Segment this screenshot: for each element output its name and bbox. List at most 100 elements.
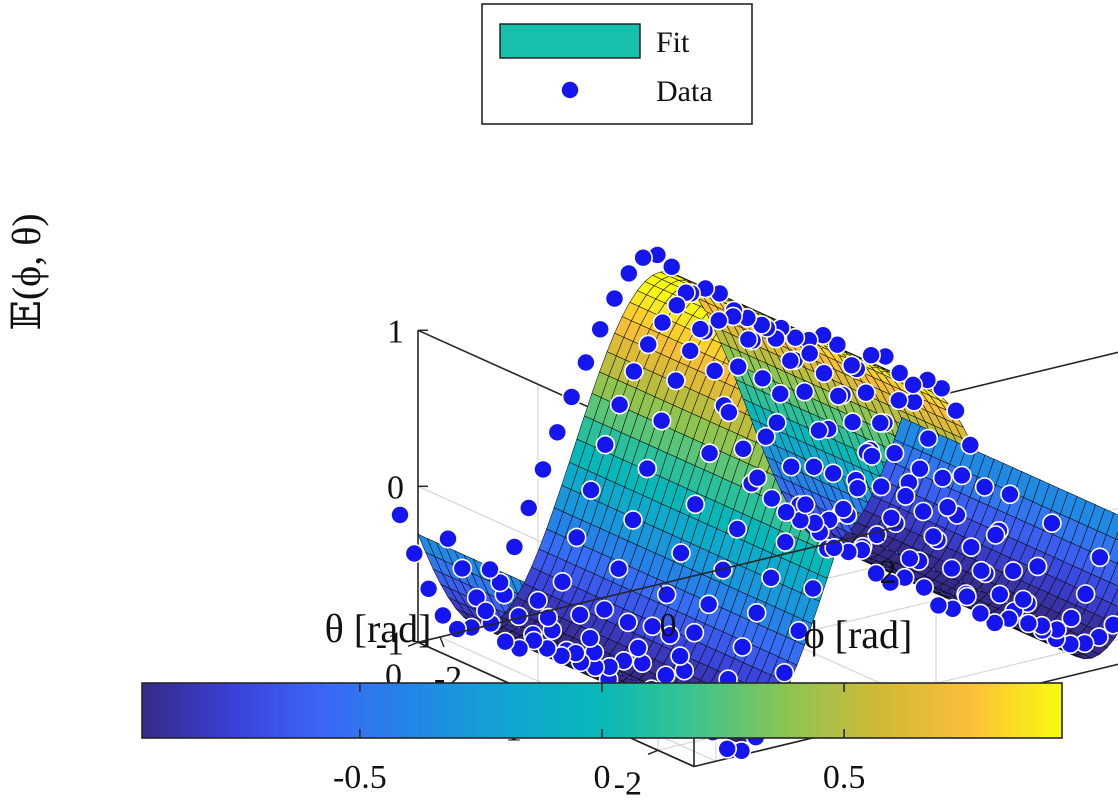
colorbar-gradient [141, 682, 1063, 739]
z-tick-label: 1 [387, 313, 404, 350]
data-point [871, 476, 892, 497]
data-point [633, 247, 653, 268]
data-point [841, 355, 862, 376]
data-point [655, 665, 676, 686]
data-point [656, 584, 677, 605]
data-point [828, 386, 849, 406]
phi-tick [439, 636, 445, 648]
data-point [756, 426, 776, 447]
data-point [888, 390, 909, 411]
data-point [637, 458, 658, 479]
data-point [594, 599, 615, 620]
data-point [495, 631, 516, 652]
data-point [666, 295, 687, 316]
data-point [899, 548, 920, 569]
data-point [698, 594, 719, 615]
data-point [661, 256, 682, 277]
colorbar: -0.5 0 0.5 [141, 682, 1063, 796]
data-point [1061, 608, 1082, 628]
data-point [561, 387, 582, 407]
theta-tick-label: -2 [614, 765, 642, 798]
data-point [941, 558, 962, 579]
data-point [923, 526, 944, 547]
data-point [628, 638, 648, 658]
data-point [732, 637, 753, 657]
data-point [666, 370, 686, 391]
data-point [776, 502, 796, 523]
data-point [814, 363, 834, 384]
z-axis-label: 𝔼(ϕ, θ) [4, 213, 49, 330]
data-point [533, 459, 553, 480]
data-point [642, 616, 663, 637]
data-point [961, 537, 982, 558]
data-point [870, 413, 891, 433]
legend: Fit Data [481, 3, 753, 125]
data-point [1027, 556, 1048, 577]
data-point [604, 288, 625, 309]
data-point [960, 435, 981, 455]
data-point [618, 612, 638, 633]
data-point [447, 619, 468, 639]
theta-tick [407, 641, 419, 647]
data-point [566, 527, 587, 548]
data-point [618, 263, 639, 284]
data-point [418, 578, 439, 599]
data-point [799, 343, 820, 364]
data-point [719, 402, 739, 423]
data-point [728, 356, 749, 377]
data-point [504, 537, 525, 557]
data-point [727, 519, 748, 539]
data-point [480, 559, 500, 580]
data-point [856, 382, 876, 403]
phi-tick-label: 0 [660, 607, 677, 644]
data-point [518, 498, 539, 518]
data-point [866, 563, 886, 584]
data-point [713, 559, 733, 580]
colorbar-tick-label: -0.5 [333, 759, 387, 796]
data-point [1003, 561, 1024, 581]
legend-fit-label: Fit [656, 26, 690, 59]
data-point [946, 400, 966, 421]
data-point [770, 383, 791, 404]
data-point [547, 422, 568, 443]
data-point [781, 456, 802, 477]
data-point [576, 352, 596, 373]
data-point [932, 468, 953, 488]
data-points [390, 245, 1118, 761]
data-point [957, 586, 977, 607]
data-point [827, 334, 848, 355]
data-point [708, 310, 729, 331]
data-point [717, 738, 738, 759]
data-point [767, 412, 787, 433]
data-point [595, 434, 616, 455]
data-point [914, 577, 934, 598]
data-point [746, 602, 767, 623]
data-point [861, 345, 881, 366]
data-point [970, 603, 991, 624]
data-point [733, 438, 754, 459]
data-point [952, 465, 972, 486]
data-point [752, 368, 773, 389]
data-point [1103, 615, 1118, 635]
data-point [984, 613, 1005, 633]
data-point [985, 525, 1006, 545]
phi-tick [879, 530, 885, 542]
data-point [761, 567, 781, 588]
data-point [823, 463, 844, 484]
data-point [699, 443, 720, 464]
data-point [989, 584, 1010, 605]
data-point [475, 601, 496, 621]
data-point [1075, 584, 1096, 604]
data-point [1090, 547, 1110, 568]
legend-data-label: Data [656, 75, 713, 108]
data-point [1000, 484, 1020, 505]
data-point [862, 446, 882, 466]
data-point [580, 628, 600, 648]
phi-axis-label: ϕ [rad] [804, 612, 913, 657]
data-point [623, 510, 643, 530]
data-point [833, 499, 854, 519]
data-point [780, 350, 801, 371]
data-point [590, 319, 611, 340]
surface-patch [894, 417, 912, 444]
